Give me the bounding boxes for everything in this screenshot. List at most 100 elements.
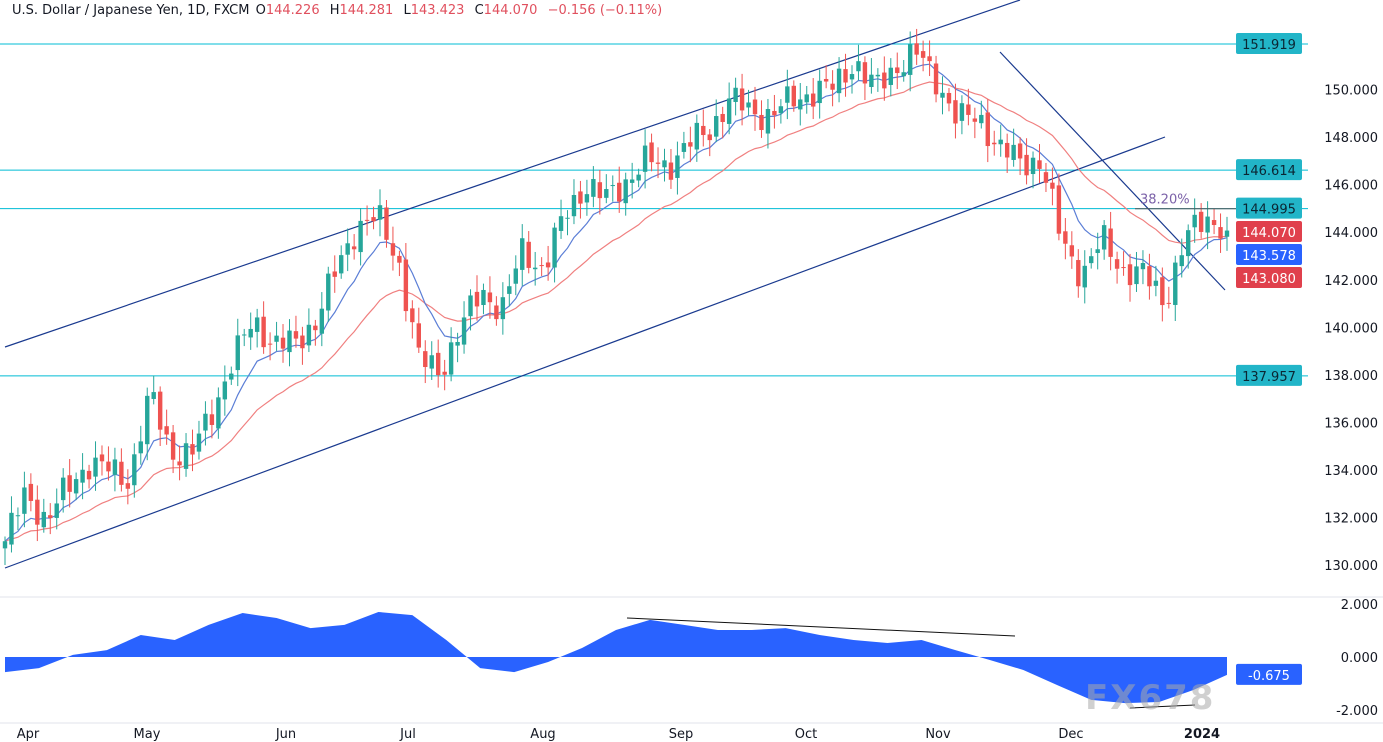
candle-body (869, 74, 874, 88)
candle (332, 255, 337, 293)
candle-body (1063, 231, 1068, 244)
candle (617, 166, 622, 213)
oscillator-area (5, 611, 1227, 704)
candle (817, 69, 822, 119)
candle-body (959, 103, 965, 121)
candle-body (688, 142, 693, 147)
candle-body (1211, 220, 1217, 226)
candle (41, 498, 46, 533)
time-tick: May (134, 727, 161, 742)
candle-body (1082, 265, 1087, 288)
osc-tick: 2.000 (1341, 598, 1378, 613)
time-tick: Jun (275, 727, 296, 742)
candle-body (326, 273, 331, 311)
candle-body (532, 267, 538, 270)
price-tick: 140.000 (1324, 321, 1378, 336)
candle (1050, 167, 1055, 206)
candle-body (358, 220, 363, 253)
candle (254, 308, 260, 348)
candle-body (675, 155, 680, 178)
candle (927, 40, 932, 77)
candle-body (261, 316, 266, 348)
candle (578, 180, 583, 219)
fib-label: 38.20% (1140, 193, 1190, 208)
candle-body (1043, 172, 1049, 183)
candle-body (487, 292, 493, 303)
candle-body (907, 44, 913, 75)
candle (99, 445, 105, 476)
candle-body (778, 106, 784, 114)
candle-body (785, 86, 790, 103)
candle-body (1218, 227, 1223, 239)
candle (1173, 255, 1178, 322)
candle (681, 131, 687, 159)
candle (216, 387, 221, 439)
candle (73, 472, 79, 501)
candle-body (494, 305, 499, 320)
candle (494, 296, 499, 326)
candle-body (558, 216, 564, 231)
candle-body (151, 392, 156, 399)
candle (985, 99, 990, 163)
candle-body (830, 83, 835, 90)
price-tick: 146.000 (1324, 179, 1378, 194)
candle (2, 536, 8, 565)
candle-body (1056, 185, 1062, 234)
candle-body (1173, 262, 1178, 305)
candle (882, 56, 887, 101)
candle (448, 327, 454, 382)
candle (759, 100, 764, 138)
candle (1153, 265, 1159, 297)
candle (604, 174, 609, 204)
candle-body (1037, 160, 1042, 169)
candle-body (985, 112, 990, 147)
candle-body (513, 268, 518, 284)
symbol-title: U.S. Dollar / Japanese Yen, 1D, FXCM (12, 3, 250, 18)
candle-body (28, 483, 34, 501)
candle-body (571, 194, 577, 217)
time-tick: Dec (1058, 727, 1083, 742)
candle-body (1089, 256, 1094, 264)
candle-body (138, 441, 143, 454)
price-tick: 136.000 (1324, 416, 1378, 431)
time-tick: Nov (925, 727, 951, 742)
candle (429, 341, 434, 380)
candle (267, 332, 273, 361)
candle (785, 69, 790, 120)
candle (397, 250, 402, 277)
level-price-badge-text: 137.957 (1242, 370, 1296, 385)
candle (642, 129, 648, 189)
candle-body (145, 395, 150, 445)
candle-body (701, 125, 706, 136)
candle (875, 68, 881, 92)
candle (1224, 216, 1230, 251)
candle-body (1011, 144, 1016, 160)
candle (35, 485, 40, 542)
candle (235, 318, 240, 387)
candle (940, 76, 945, 115)
candle-body (707, 134, 712, 141)
candle (830, 70, 835, 107)
price-tick: 148.000 (1324, 131, 1378, 146)
candle (565, 210, 570, 236)
candle-body (132, 454, 137, 486)
candle-body (280, 337, 286, 349)
candle-body (526, 241, 531, 268)
candle (132, 443, 137, 498)
candle (772, 94, 777, 129)
candle-body (681, 143, 687, 152)
candle (733, 77, 738, 116)
osc-tick: -2.000 (1336, 704, 1378, 719)
candle (1186, 224, 1191, 269)
candle-body (371, 217, 376, 222)
candle (662, 148, 667, 182)
oscillator-value-badge-text: -0.675 (1248, 669, 1290, 684)
candle-body (106, 461, 111, 472)
price-tick: 144.000 (1324, 226, 1378, 241)
candle-body (390, 243, 396, 256)
candle-body (313, 325, 318, 331)
candle (177, 445, 182, 481)
candle-body (41, 511, 46, 528)
candle (203, 401, 208, 446)
